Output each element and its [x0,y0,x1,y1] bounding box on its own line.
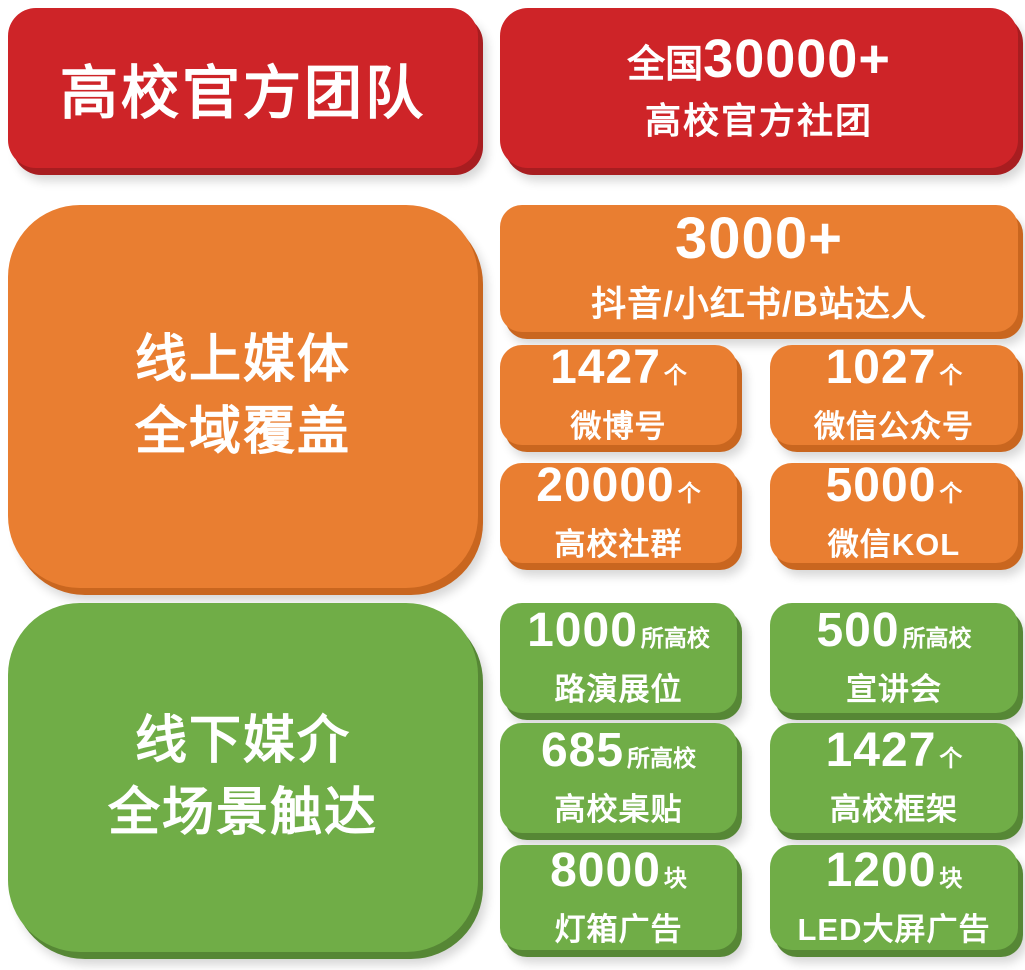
led-screen-label: LED大屏广告 [797,911,991,947]
weibo-stat-line: 1427 个 [550,344,687,392]
clubs-stat-prefix: 全国 [627,44,704,86]
campus-frames-stat-line: 1427 个 [826,727,963,775]
led-screen-stat-line: 1200 块 [825,843,963,897]
wechat-kol-label: 微信KOL [827,527,961,562]
campus-frames-label: 高校框架 [830,792,958,827]
campus-frames-number: 1427 [825,724,937,777]
clubs-stat-number: 30000+ [703,29,891,89]
wechat-official-unit: 个 [939,362,963,388]
influencers-label: 抖音/小红书/B站达人 [591,285,927,324]
campus-team-title: 高校官方团队 [59,61,426,126]
desk-stickers-number: 685 [540,724,625,777]
wechat-official-stat-line: 1027 个 [826,344,963,392]
info-sessions-number: 500 [816,604,900,657]
card-campus-official-clubs: 全国 30000+ 高校官方社团 [500,8,1018,168]
roadshow-number: 1000 [527,604,638,657]
lightbox-label: 灯箱广告 [554,911,683,947]
stat-card-led-screen-ads: 1200 块 LED大屏广告 [770,845,1018,950]
info-sessions-unit: 所高校 [902,625,972,651]
stat-card-wechat-official: 1027 个 微信公众号 [770,344,1018,445]
led-screen-number: 1200 [825,843,937,897]
info-sessions-label: 宣讲会 [846,672,942,707]
wechat-kol-unit: 个 [939,480,963,506]
wechat-official-label: 微信公众号 [814,409,974,444]
roadshow-stat-line: 1000 所高校 [527,607,710,655]
campus-groups-number: 20000 [536,459,675,512]
card-campus-official-team: 高校官方团队 [8,8,478,168]
offline-title-line1: 线下媒介 [134,711,351,770]
campus-groups-label: 高校社群 [554,527,683,562]
desk-stickers-unit: 所高校 [627,745,697,771]
lightbox-number: 8000 [550,843,661,897]
weibo-unit: 个 [663,362,687,388]
stat-card-lightbox-ads: 8000 块 灯箱广告 [500,845,737,950]
card-online-media-title: 线上媒体 全域覆盖 [8,205,478,588]
campus-frames-unit: 个 [939,745,963,771]
stat-card-weibo: 1427 个 微博号 [500,344,737,445]
led-screen-unit: 块 [939,864,963,891]
lightbox-unit: 块 [663,864,687,891]
weibo-label: 微博号 [570,409,667,444]
campus-groups-unit: 个 [677,480,701,506]
desk-stickers-stat-line: 685 所高校 [541,727,696,775]
stat-card-wechat-kol: 5000 个 微信KOL [770,462,1018,563]
stat-card-desk-stickers: 685 所高校 高校桌贴 [500,723,737,833]
lightbox-stat-line: 8000 块 [550,843,687,897]
online-title-line1: 线上媒体 [134,330,351,389]
info-sessions-stat-line: 500 所高校 [816,607,971,655]
roadshow-unit: 所高校 [640,625,710,651]
wechat-official-number: 1027 [825,341,937,394]
offline-title-line2: 全场景触达 [107,783,378,842]
influencers-stat-line: 3000+ [675,210,843,268]
wechat-kol-number: 5000 [825,459,937,512]
clubs-stat-line: 全国 30000+ [627,32,891,86]
card-offline-media-title: 线下媒介 全场景触达 [8,603,478,952]
roadshow-label: 路演展位 [554,672,683,707]
desk-stickers-label: 高校桌贴 [554,792,683,827]
clubs-stat-label: 高校官方社团 [644,100,873,141]
weibo-number: 1427 [550,341,661,394]
stat-card-campus-frames: 1427 个 高校框架 [770,723,1018,833]
stat-card-roadshow-booths: 1000 所高校 路演展位 [500,603,737,713]
online-title-line2: 全域覆盖 [134,402,351,461]
stat-card-info-sessions: 500 所高校 宣讲会 [770,603,1018,713]
wechat-kol-stat-line: 5000 个 [826,462,963,510]
stat-card-influencers: 3000+ 抖音/小红书/B站达人 [500,205,1018,332]
influencers-number: 3000+ [675,206,843,271]
stat-card-campus-groups: 20000 个 高校社群 [500,462,737,563]
campus-groups-stat-line: 20000 个 [536,462,700,510]
